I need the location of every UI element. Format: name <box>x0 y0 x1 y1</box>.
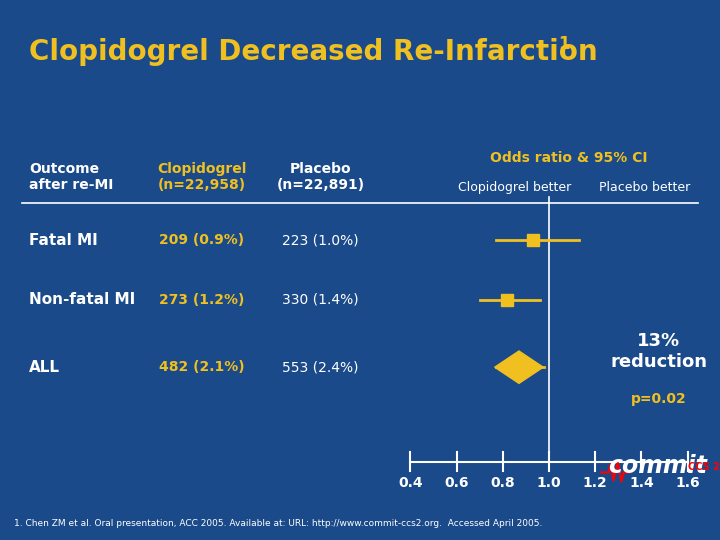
Text: ALL: ALL <box>29 360 60 375</box>
Text: 273 (1.2%): 273 (1.2%) <box>159 293 244 307</box>
Text: Fatal MI: Fatal MI <box>29 233 97 248</box>
Text: Outcome
after re-MI: Outcome after re-MI <box>29 162 113 192</box>
Polygon shape <box>495 351 543 383</box>
Text: Clopidogrel better: Clopidogrel better <box>458 181 572 194</box>
Text: 1.6: 1.6 <box>675 476 700 490</box>
Text: Placebo
(n=22,891): Placebo (n=22,891) <box>276 162 364 192</box>
Text: 1.0: 1.0 <box>536 476 562 490</box>
Text: Placebo better: Placebo better <box>599 181 690 194</box>
Text: 330 (1.4%): 330 (1.4%) <box>282 293 359 307</box>
Text: 1.4: 1.4 <box>629 476 654 490</box>
Text: Odds ratio & 95% CI: Odds ratio & 95% CI <box>490 151 647 165</box>
Text: 0.8: 0.8 <box>490 476 515 490</box>
Text: commit: commit <box>608 454 707 478</box>
Text: 1: 1 <box>558 35 570 53</box>
Text: 0.6: 0.6 <box>444 476 469 490</box>
Text: 223 (1.0%): 223 (1.0%) <box>282 233 359 247</box>
Text: 13%
reduction: 13% reduction <box>611 332 707 371</box>
Text: 1. Chen ZM et al. Oral presentation, ACC 2005. Available at: URL: http://www.com: 1. Chen ZM et al. Oral presentation, ACC… <box>14 519 543 528</box>
Text: Non-fatal MI: Non-fatal MI <box>29 292 135 307</box>
Text: 553 (2.4%): 553 (2.4%) <box>282 360 359 374</box>
Text: p=0.02: p=0.02 <box>631 392 687 406</box>
Text: 1.2: 1.2 <box>582 476 608 490</box>
Text: 482 (2.1%): 482 (2.1%) <box>159 360 244 374</box>
Text: 0.4: 0.4 <box>398 476 423 490</box>
Text: 209 (0.9%): 209 (0.9%) <box>159 233 244 247</box>
Text: CCS 2: CCS 2 <box>688 462 719 472</box>
Text: Clopidogrel Decreased Re-Infarction: Clopidogrel Decreased Re-Infarction <box>29 38 598 66</box>
Text: Clopidogrel
(n=22,958): Clopidogrel (n=22,958) <box>157 162 246 192</box>
